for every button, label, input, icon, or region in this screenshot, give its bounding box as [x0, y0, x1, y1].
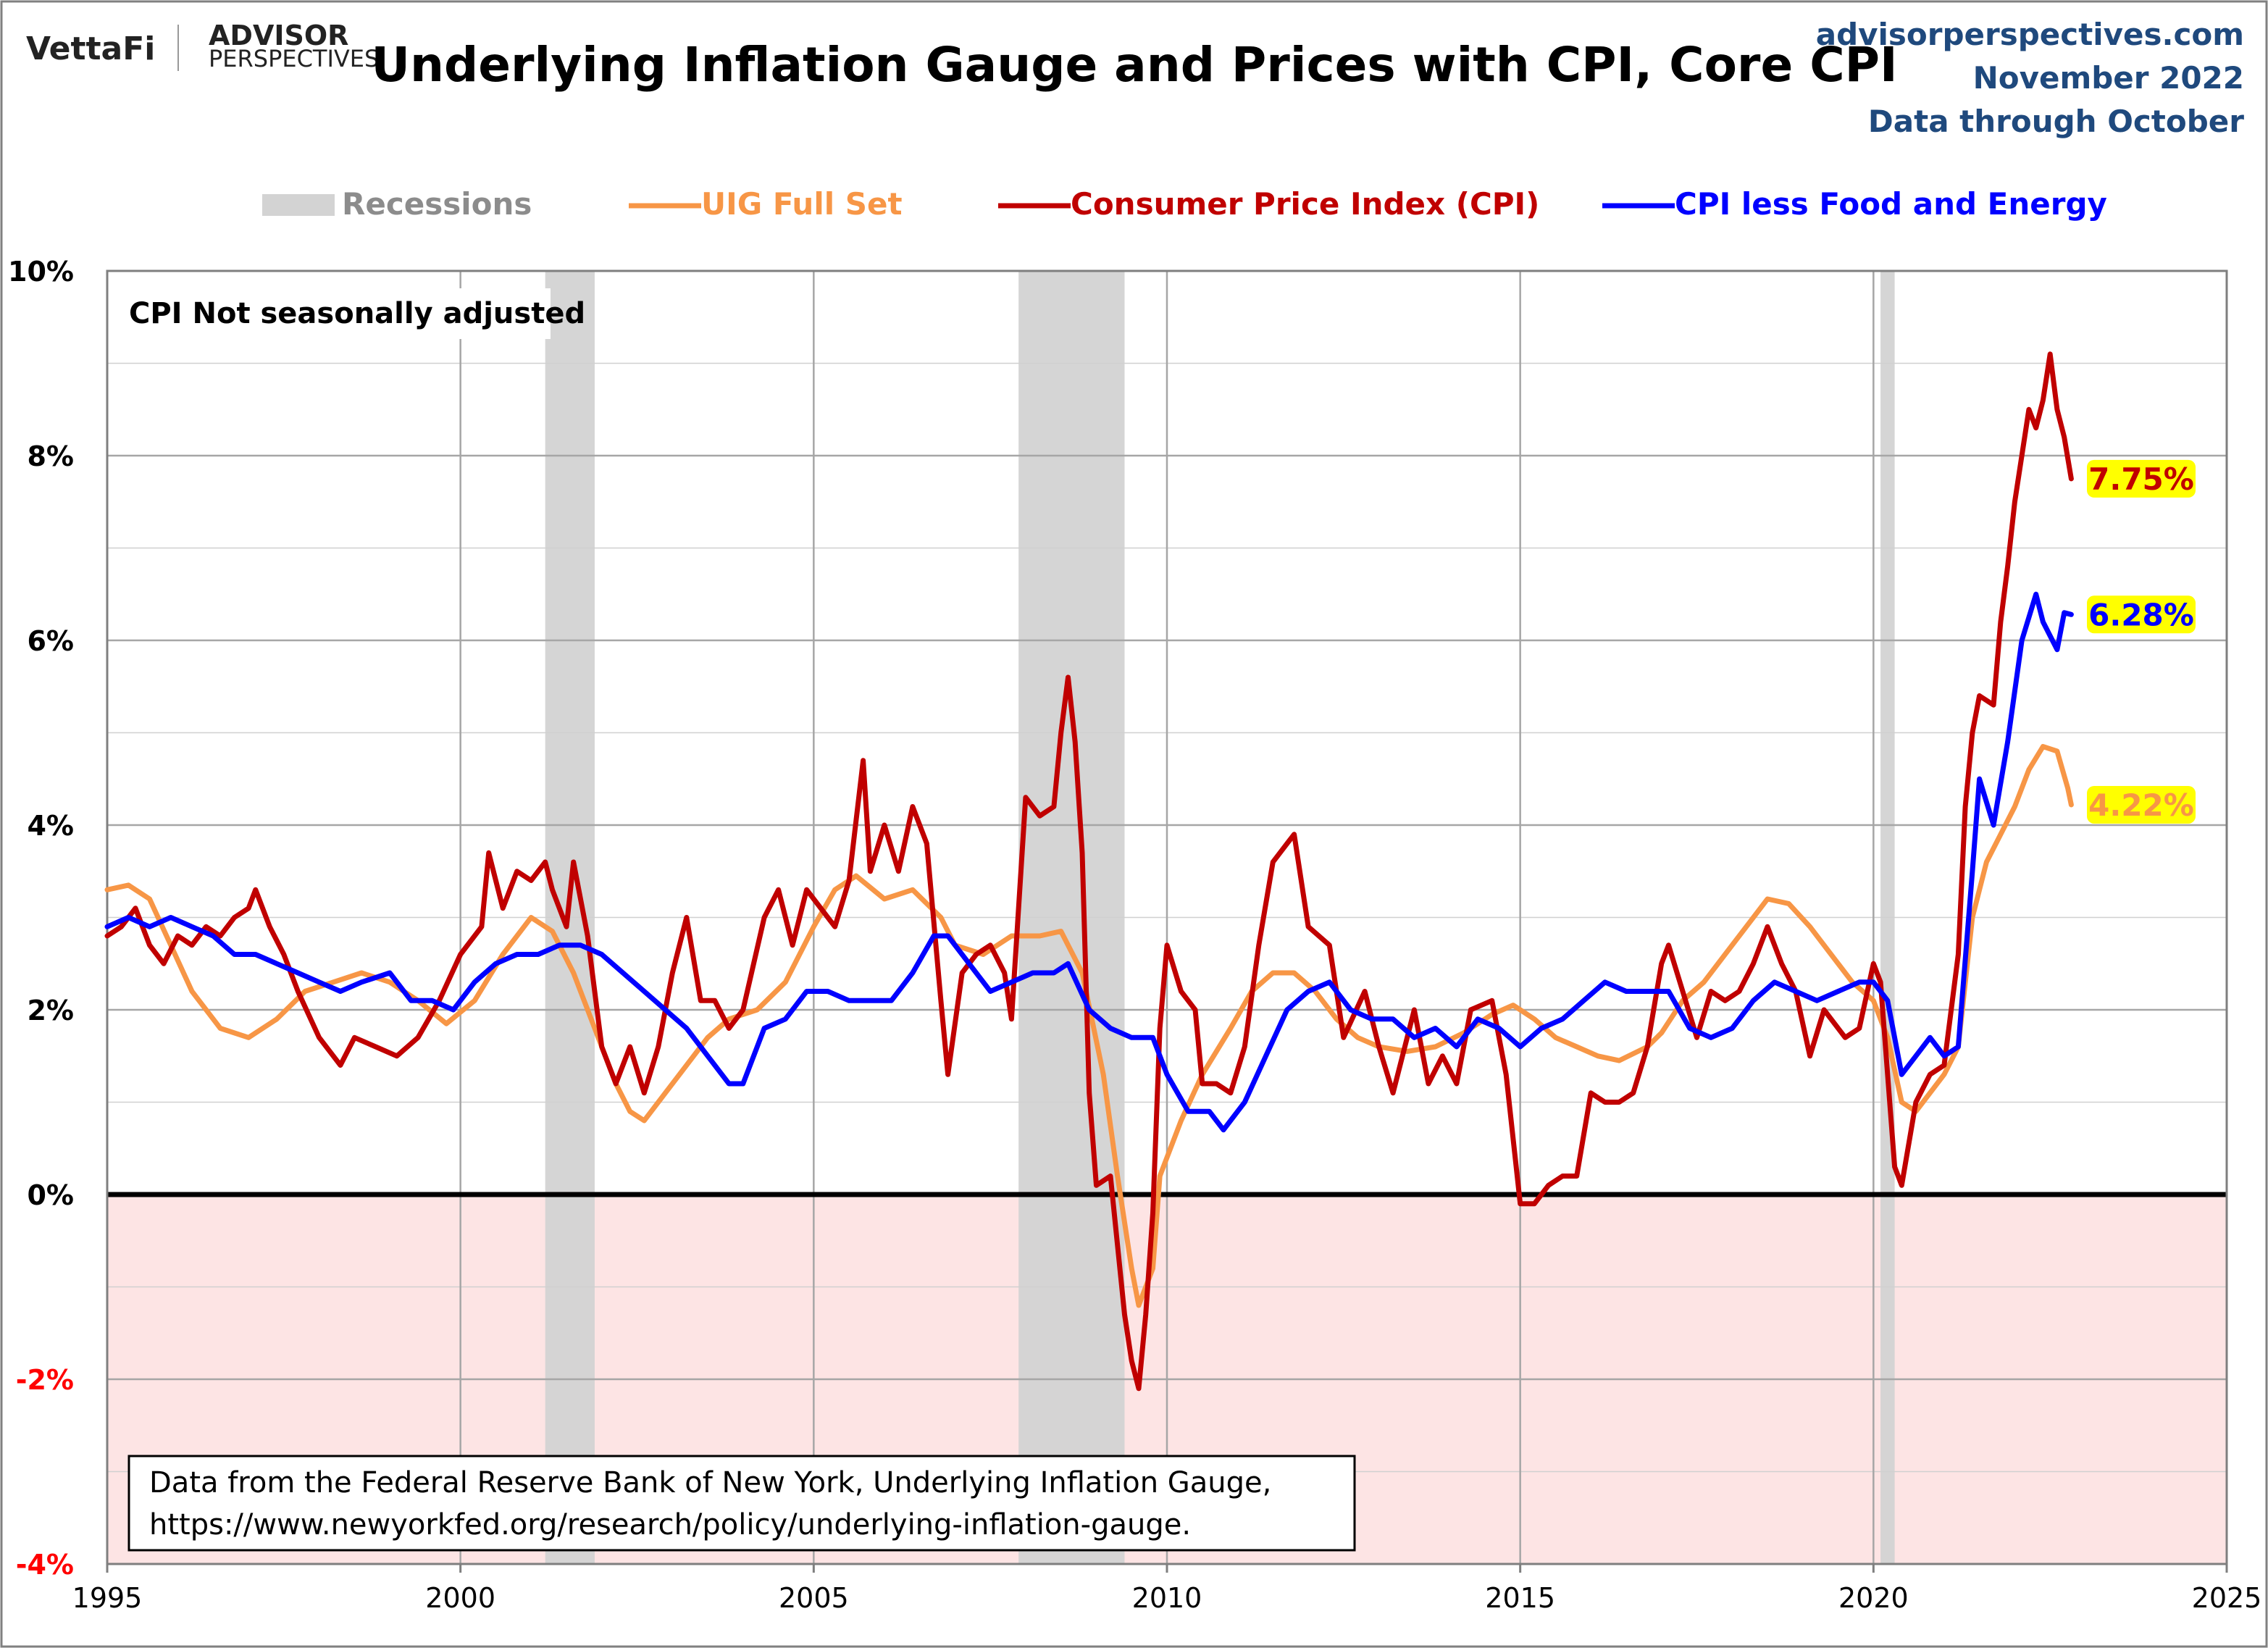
- y-tick-label: -2%: [16, 1364, 74, 1396]
- end-label-uig: 4.22%: [2088, 787, 2194, 823]
- legend: Recessions UIG Full Set Consumer Price I…: [262, 186, 2107, 222]
- y-axis-ticks: -4% -2% 0% 2% 4% 6% 8% 10%: [8, 256, 74, 1581]
- chart-title: Underlying Inflation Gauge and Prices wi…: [371, 37, 1897, 93]
- source-box: [127, 1455, 1356, 1552]
- y-tick-label: 4%: [27, 810, 74, 842]
- end-label-bg-uig: [2087, 785, 2196, 824]
- vettafi-logo-text: VettaFi: [26, 30, 155, 67]
- x-tick-label: 2005: [779, 1582, 849, 1614]
- y-tick-label: 10%: [8, 256, 74, 288]
- advisor-logo-line1: ADVISOR: [209, 20, 348, 51]
- x-tick-label: 2010: [1132, 1582, 1202, 1614]
- source-line2: https://www.newyorkfed.org/research/poli…: [149, 1508, 1191, 1542]
- y-tick-label: 8%: [27, 440, 74, 472]
- legend-swatch-recessions: [262, 194, 335, 216]
- y-tick-label: 2%: [27, 995, 74, 1026]
- x-tick-label: 2020: [1838, 1582, 1909, 1614]
- series-line-core: [104, 591, 2074, 1133]
- note-nsa: CPI Not seasonally adjusted: [129, 297, 585, 330]
- end-label-core: 6.28%: [2088, 597, 2194, 632]
- y-tick-label: -4%: [16, 1549, 74, 1581]
- site-url: advisorperspectives.com: [1816, 17, 2244, 52]
- advisor-logo-line2: PERSPECTIVES: [209, 45, 379, 72]
- x-axis-ticks: 1995 2000 2005 2010 2015 2020 2025: [72, 1564, 2262, 1614]
- publication-date: November 2022: [1973, 60, 2244, 96]
- x-tick-label: 2015: [1485, 1582, 1555, 1614]
- series-line-cpi: [104, 351, 2074, 1392]
- end-label-bg-cpi: [2087, 459, 2196, 498]
- series-layer: [104, 351, 2074, 1392]
- vettafi-logo: VettaFi: [26, 30, 155, 67]
- x-tick-label: 1995: [72, 1582, 143, 1614]
- series-line-uig: [104, 744, 2074, 1308]
- y-tick-label: 0%: [27, 1179, 74, 1211]
- data-through: Data through October: [1868, 104, 2244, 139]
- end-label-cpi: 7.75%: [2088, 461, 2194, 497]
- advisor-perspectives-logo: ADVISOR PERSPECTIVES: [209, 20, 379, 72]
- legend-label-recessions: Recessions: [342, 186, 532, 222]
- note-box-nsa: [116, 288, 551, 339]
- source-line1: Data from the Federal Reserve Bank of Ne…: [149, 1466, 1271, 1499]
- legend-label-cpi: Consumer Price Index (CPI): [1071, 186, 1539, 222]
- legend-label-uig: UIG Full Set: [701, 186, 903, 222]
- y-tick-label: 6%: [27, 625, 74, 657]
- end-labels: 7.75% 6.28% 4.22%: [2087, 459, 2196, 824]
- end-label-bg-core: [2087, 595, 2196, 634]
- x-tick-label: 2000: [425, 1582, 495, 1614]
- legend-label-core: CPI less Food and Energy: [1675, 186, 2107, 222]
- x-tick-label: 2025: [2192, 1582, 2262, 1614]
